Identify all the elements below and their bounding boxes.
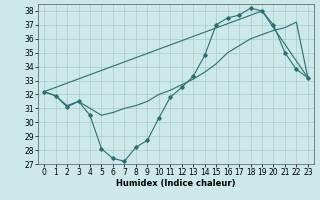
- X-axis label: Humidex (Indice chaleur): Humidex (Indice chaleur): [116, 179, 236, 188]
